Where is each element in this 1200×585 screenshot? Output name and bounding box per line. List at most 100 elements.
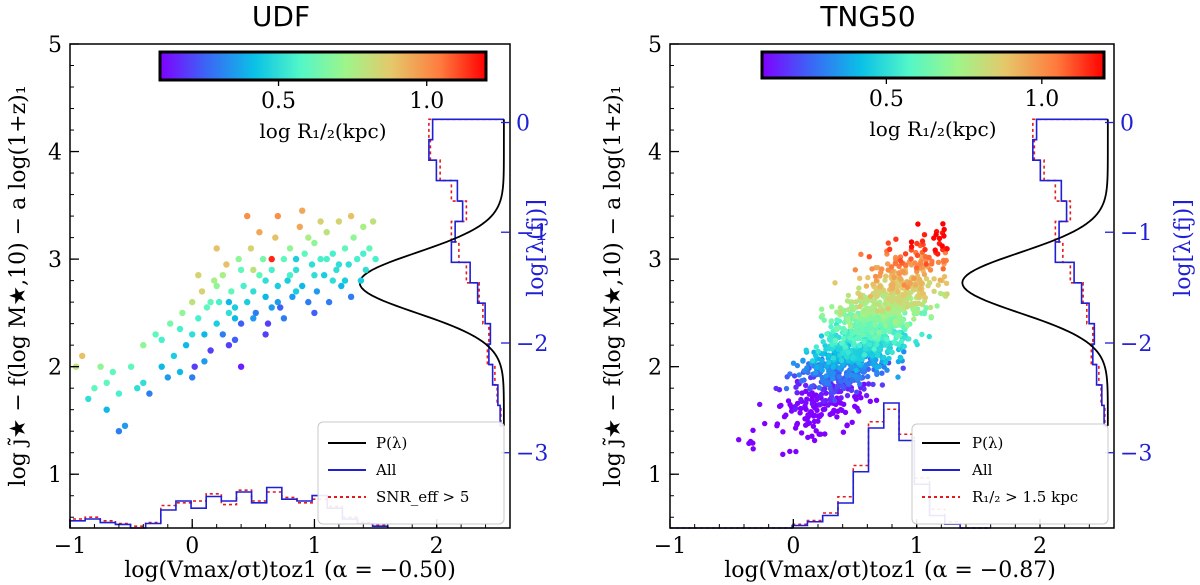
scatter-point [820,339,826,345]
scatter-point [146,390,153,397]
scatter-point [868,305,874,311]
scatter-point [816,431,822,437]
scatter-point [259,255,267,263]
scatter-point [856,285,862,291]
scatter-point [223,261,230,268]
scatter-point [853,367,859,374]
scatter-point [791,373,798,379]
scatter-point [817,402,823,408]
scatter-point [869,266,875,272]
scatter-point [902,251,909,257]
scatter-point [240,282,247,290]
scatter-point [927,304,934,311]
scatter-point [824,331,830,337]
scatter-point [252,309,259,317]
tng50-colorbar-label: log R₁/₂(kpc) [869,117,996,141]
scatter-point [335,218,343,225]
scatter-point [834,317,840,323]
scatter-point [313,288,321,295]
scatter-point [250,288,257,295]
scatter-point [790,360,797,366]
scatter-point [329,250,336,257]
scatter-point [799,390,805,396]
scatter-point [354,255,361,263]
udf-xlabel: log(Vmax/σt)toz1 (α = −0.50) [124,558,456,583]
scatter-point [329,277,336,284]
scatter-point [213,245,220,252]
scatter-point [268,304,275,311]
scatter-point [923,305,929,311]
scatter-point [840,325,847,332]
scatter-point [903,299,910,306]
scatter-point [857,275,863,281]
scatter-point [840,429,847,435]
scatter-point [780,451,786,457]
scatter-point [899,317,905,323]
scatter-point [201,358,208,365]
scatter-point [362,266,369,274]
scatter-point [870,381,876,388]
scatter-point [908,256,914,262]
scatter-point [868,335,874,341]
scatter-point [176,368,184,376]
scatter-point [925,283,931,289]
scatter-point [213,320,220,327]
scatter-point [911,300,918,306]
scatter-point [857,335,863,342]
scatter-point [932,247,938,253]
scatter-point [876,329,882,335]
udf-scatter-points [72,207,379,435]
scatter-point [808,383,815,390]
y-tick-label: 5 [648,33,662,58]
scatter-point [891,274,897,281]
scatter-point [736,437,742,443]
scatter-point [871,315,878,322]
scatter-point [195,315,202,322]
scatter-point [372,255,379,263]
scatter-point [79,352,86,360]
scatter-point [860,332,866,338]
scatter-point [189,298,196,306]
scatter-point [167,320,174,327]
scatter-point [856,360,862,366]
scatter-point [830,363,837,369]
scatter-point [922,246,928,253]
scatter-point [810,413,817,419]
scatter-point [152,331,159,338]
scatter-point [828,393,835,400]
scatter-point [225,298,233,306]
scatter-point [916,276,923,282]
scatter-point [898,355,904,361]
scatter-point [140,379,147,386]
scatter-point [341,277,349,284]
scatter-point [780,429,786,435]
y-tick-label: 4 [48,141,62,166]
scatter-point [311,309,318,317]
scatter-point [792,425,799,431]
scatter-point [182,342,190,349]
scatter-point [919,290,926,296]
scatter-point [917,286,924,292]
scatter-point [914,252,921,259]
udf-ylabel: log j̃★ − f(log M★,10) − a log(1+z)₁ [6,85,31,486]
scatter-point [195,272,202,279]
scatter-point [837,305,843,311]
scatter-point [834,414,840,420]
scatter-point [873,397,880,403]
scatter-point [852,313,859,319]
colorbar-tick-label: 1.0 [1024,87,1059,112]
scatter-point [301,250,308,257]
scatter-point [862,352,868,358]
x-tick-label: 1 [307,534,321,559]
scatter-point [885,240,891,246]
scatter-point [889,349,895,355]
scatter-point [747,438,754,445]
scatter-point [787,448,793,455]
scatter-point [809,401,816,407]
scatter-point [847,324,854,330]
scatter-point [857,381,863,387]
scatter-point [834,325,840,331]
scatter-point [299,207,306,214]
scatter-point [838,357,845,364]
scatter-point [867,293,874,300]
